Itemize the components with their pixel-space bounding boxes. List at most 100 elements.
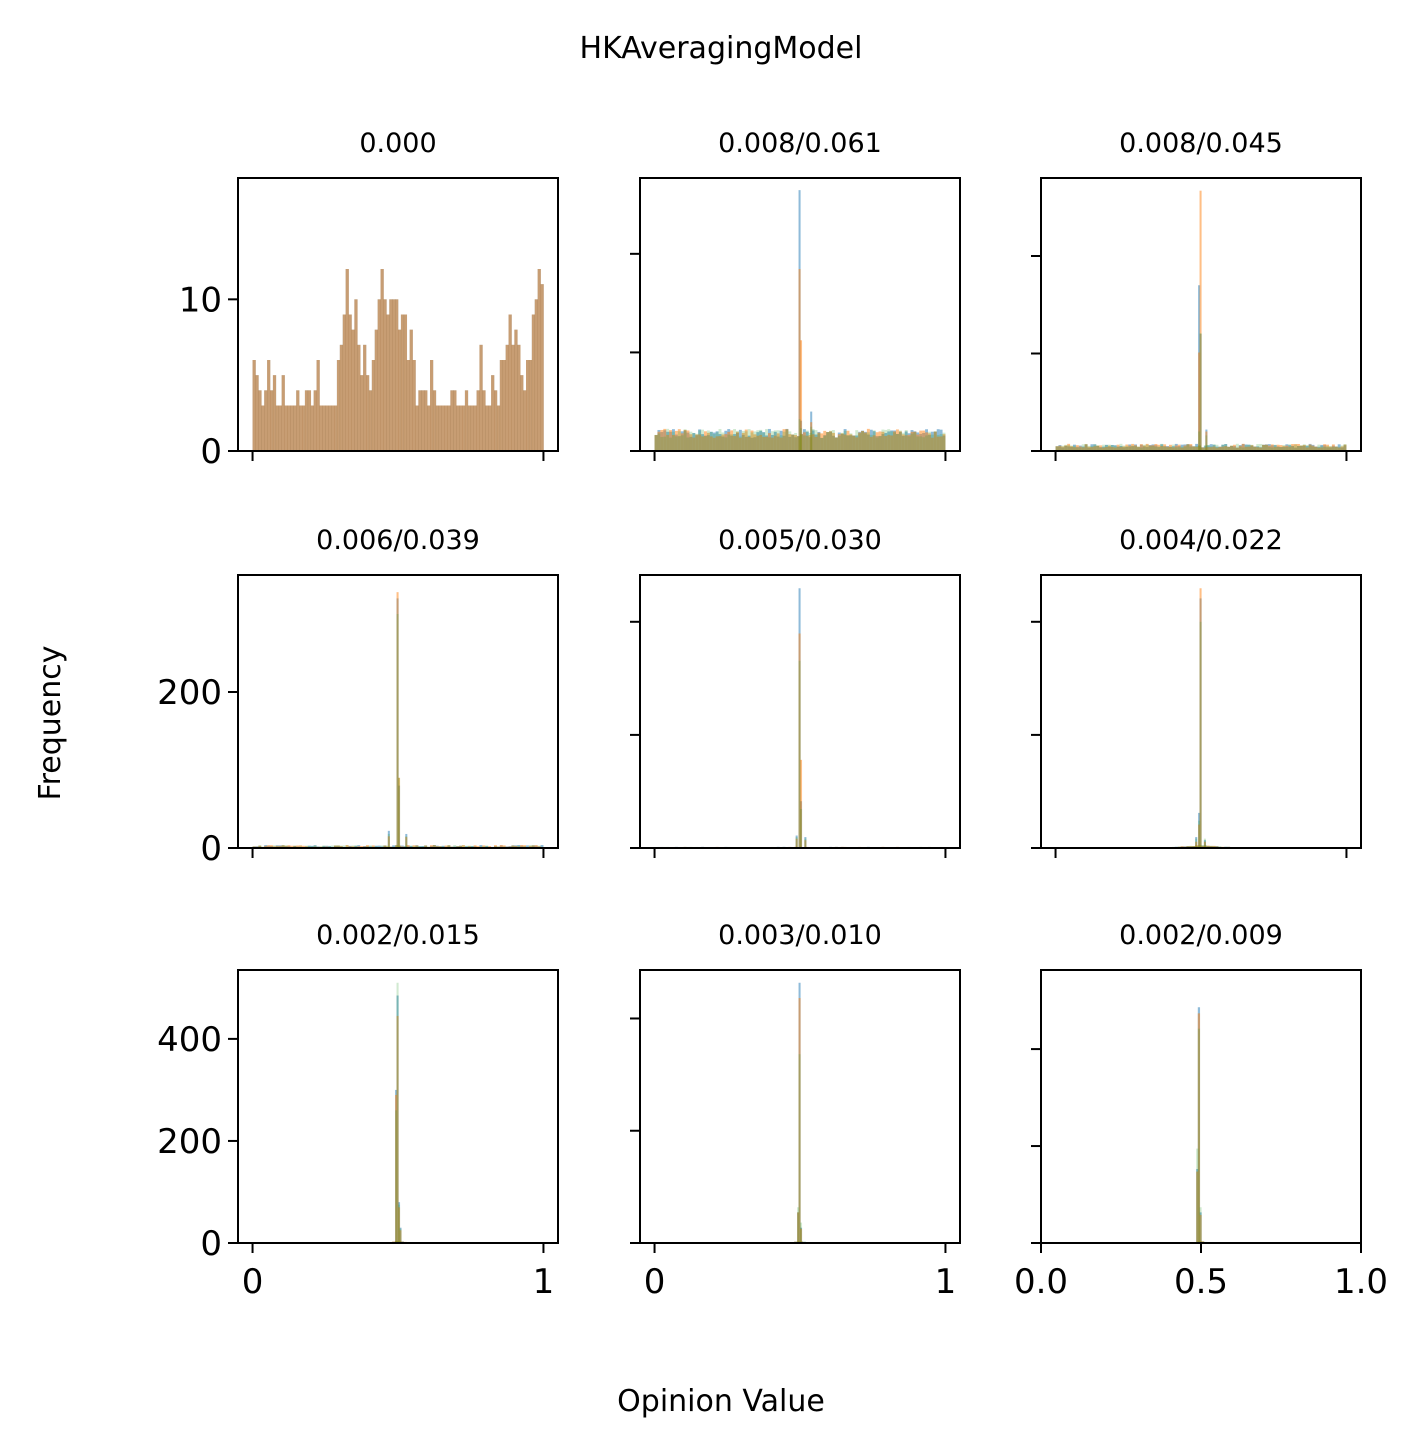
histogram-bar	[800, 340, 803, 451]
histogram-bar	[907, 436, 911, 451]
y-tick-label: 10	[179, 280, 222, 320]
histogram-bar	[406, 845, 410, 848]
histogram-bar	[817, 433, 821, 451]
histogram-bar	[1105, 446, 1108, 451]
histogram-bar	[1334, 446, 1338, 451]
histogram-bar	[1192, 446, 1196, 451]
histogram-bar	[537, 269, 541, 451]
histogram-bar	[1323, 444, 1327, 451]
histogram-bar	[1058, 446, 1062, 451]
histogram-bar	[800, 428, 803, 451]
histogram-bar	[392, 299, 396, 451]
histogram-bar	[377, 299, 381, 451]
histogram-bar	[1320, 447, 1324, 451]
histogram-bar	[304, 845, 308, 848]
histogram-bar	[712, 437, 716, 451]
histogram-bar	[1311, 446, 1315, 451]
histogram-bar	[686, 437, 690, 451]
histogram-bar	[654, 434, 658, 451]
histogram-bar	[770, 437, 774, 451]
histogram-bar	[1199, 333, 1202, 451]
histogram-bar	[715, 432, 719, 451]
histogram-bar	[884, 435, 888, 451]
histogram-bar	[736, 431, 739, 451]
histogram-bar	[1233, 444, 1236, 451]
subplot-7: 0.002/0.015 0 200 400 0 1	[157, 920, 559, 1302]
histogram-bar	[692, 437, 696, 451]
histogram-bar	[840, 432, 844, 451]
histogram-bars	[1055, 190, 1347, 451]
histogram-bar	[1119, 446, 1123, 451]
histogram-bar	[1078, 446, 1082, 451]
histogram-bar	[1259, 443, 1263, 451]
histogram-bar	[322, 405, 326, 451]
histogram-bar	[368, 390, 373, 451]
histogram-bar	[281, 375, 285, 451]
histogram-bar	[430, 845, 433, 848]
histogram-bar	[462, 405, 466, 451]
histogram-bar	[424, 845, 428, 848]
histogram-bar	[482, 845, 486, 848]
histogram-bar	[1224, 446, 1228, 451]
histogram-bar	[395, 1110, 398, 1243]
subplot-3: 0.008/0.045	[1031, 128, 1362, 461]
histogram-bar	[1137, 446, 1140, 451]
histogram-bar	[1081, 444, 1085, 451]
histogram-bar	[689, 431, 693, 451]
histogram-bar	[1199, 621, 1202, 848]
histogram-bar	[1198, 824, 1201, 848]
histogram-bar	[462, 845, 465, 848]
histogram-bar	[387, 833, 390, 848]
histogram-bar	[447, 845, 451, 848]
histogram-bar	[864, 432, 867, 451]
histogram-bar	[1137, 446, 1140, 451]
histogram-bar	[709, 436, 713, 451]
histogram-bar	[444, 405, 448, 451]
histogram-bar	[1294, 444, 1297, 451]
histogram-bar	[467, 405, 472, 451]
histogram-bar	[709, 431, 713, 451]
histogram-bar	[1285, 445, 1289, 451]
histogram-bar	[904, 430, 908, 451]
histogram-bar	[843, 434, 847, 451]
histogram-bar	[811, 429, 815, 451]
histogram-bar	[706, 432, 710, 451]
histogram-bar	[893, 431, 896, 451]
histogram-bar	[866, 432, 870, 451]
histogram-bar	[788, 431, 792, 451]
histogram-bar	[1279, 445, 1283, 451]
histogram-bar	[797, 1207, 800, 1243]
histogram-bar	[450, 390, 454, 451]
histogram-bar	[1326, 444, 1329, 451]
histogram-bar	[520, 845, 524, 848]
histogram-bar	[820, 437, 824, 451]
histogram-bar	[1197, 1013, 1201, 1243]
histogram-bar	[669, 437, 672, 451]
histogram-bar	[284, 845, 288, 848]
histogram-bars	[1084, 588, 1338, 848]
histogram-bar	[1317, 447, 1321, 451]
histogram-bar	[267, 360, 271, 451]
histogram-bar	[387, 836, 390, 848]
histogram-bar	[1230, 445, 1233, 451]
histogram-bar	[386, 845, 390, 848]
histogram-bar	[1253, 446, 1257, 451]
histogram-bar	[795, 838, 798, 848]
histogram-bar	[528, 845, 532, 848]
histogram-bar	[680, 435, 684, 451]
histogram-bar	[800, 434, 803, 451]
histogram-bar	[747, 429, 751, 451]
histogram-bar	[1270, 447, 1274, 451]
histogram-bar	[782, 429, 786, 451]
histogram-bar	[499, 845, 503, 848]
histogram-bar	[360, 845, 364, 848]
histogram-bar	[258, 845, 262, 848]
histogram-bar	[1314, 446, 1318, 451]
histogram-bar	[275, 845, 279, 848]
histogram-bar	[1209, 447, 1213, 451]
histogram-bar	[313, 390, 317, 451]
histogram-bar	[1209, 446, 1213, 451]
histogram-bar	[1215, 447, 1219, 451]
histogram-bar	[1203, 445, 1207, 451]
